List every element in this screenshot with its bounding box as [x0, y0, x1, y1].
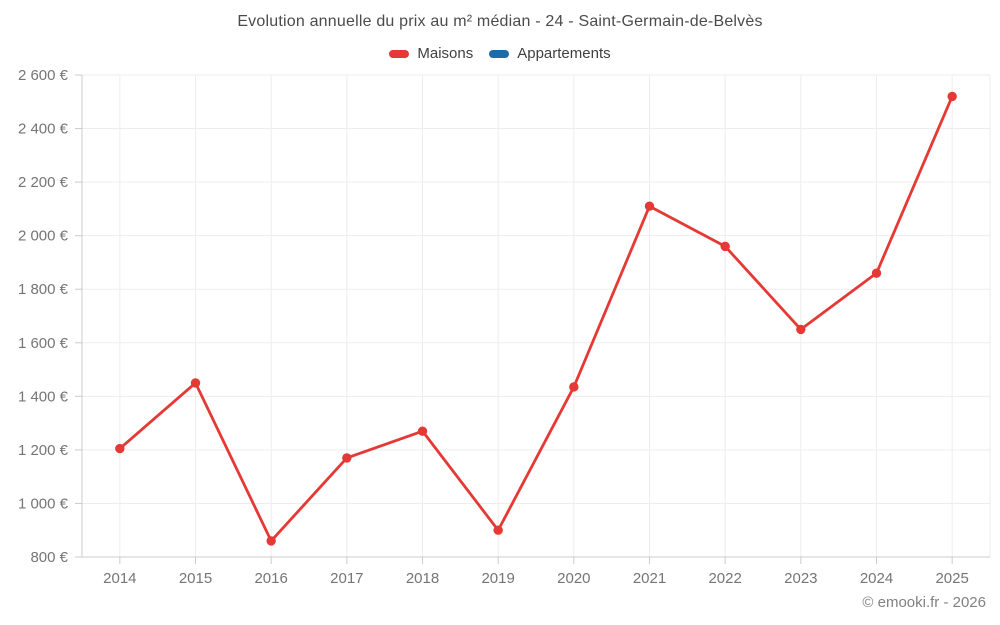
- svg-text:2 400 €: 2 400 €: [18, 121, 69, 138]
- maisons-point-2023: [796, 324, 806, 335]
- svg-text:2021: 2021: [633, 570, 666, 587]
- legend-label-maisons: Maisons: [417, 45, 474, 62]
- legend-item-appartements[interactable]: Appartements: [489, 45, 611, 62]
- maisons-legend-swatch-icon: [389, 49, 410, 58]
- x-tick-labels: 2014 2015 2016 2017 2018 2019 2020 2021 2022 2023…: [103, 570, 969, 587]
- y-tick-labels: 800 € 1 000 € 1 200 € 1 400 € 1 600 € 1 800 €…: [18, 67, 69, 566]
- svg-text:2 600 €: 2 600 €: [18, 67, 69, 84]
- svg-text:2015: 2015: [179, 570, 212, 587]
- svg-text:1 600 €: 1 600 €: [18, 335, 69, 352]
- svg-text:2014: 2014: [103, 570, 136, 587]
- maisons-point-2025: [947, 91, 957, 102]
- svg-text:2017: 2017: [330, 570, 363, 587]
- series-maisons: [115, 91, 957, 546]
- svg-text:1 200 €: 1 200 €: [18, 442, 69, 459]
- svg-text:2024: 2024: [860, 570, 893, 587]
- svg-text:1 800 €: 1 800 €: [18, 281, 69, 298]
- svg-text:2 200 €: 2 200 €: [18, 174, 69, 191]
- x-gridlines: [119, 75, 991, 557]
- maisons-point-2021: [644, 201, 655, 211]
- maisons-point-2024: [871, 268, 882, 278]
- chart-title: Evolution annuelle du prix au m² médian …: [237, 13, 763, 30]
- maisons-point-2014: [115, 443, 125, 454]
- svg-text:1 000 €: 1 000 €: [18, 495, 69, 512]
- maisons-point-2017: [342, 453, 352, 463]
- maisons-point-2015: [190, 378, 201, 388]
- svg-text:1 400 €: 1 400 €: [18, 388, 69, 405]
- svg-text:2 000 €: 2 000 €: [18, 228, 69, 245]
- axes: [75, 74, 990, 564]
- maisons-point-2019: [493, 525, 503, 535]
- appartements-legend-swatch-icon: [489, 49, 510, 58]
- maisons-point-2018: [417, 426, 428, 436]
- svg-text:2022: 2022: [708, 570, 741, 587]
- legend-label-appartements: Appartements: [517, 45, 611, 62]
- chart-legend: Maisons Appartements: [0, 45, 1000, 62]
- svg-text:2023: 2023: [784, 570, 817, 587]
- maisons-point-2020: [569, 382, 579, 392]
- maisons-point-2016: [266, 536, 276, 546]
- maisons-line: [118, 95, 954, 543]
- svg-text:2020: 2020: [557, 570, 590, 587]
- copyright-text: © emooki.fr - 2026: [862, 594, 986, 611]
- svg-text:2025: 2025: [935, 570, 968, 587]
- svg-text:2019: 2019: [481, 570, 514, 587]
- svg-text:2018: 2018: [406, 570, 439, 587]
- svg-text:2016: 2016: [254, 570, 287, 587]
- y-gridlines: [82, 74, 990, 558]
- maisons-point-2022: [720, 241, 730, 252]
- svg-text:800 €: 800 €: [30, 549, 68, 566]
- legend-item-maisons[interactable]: Maisons: [389, 45, 473, 62]
